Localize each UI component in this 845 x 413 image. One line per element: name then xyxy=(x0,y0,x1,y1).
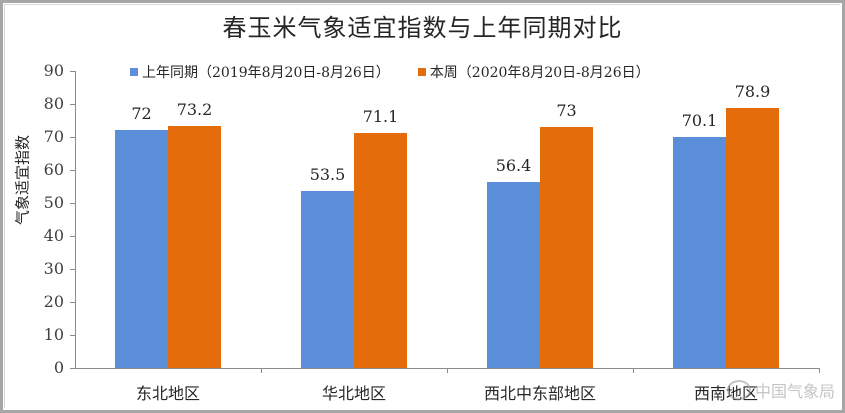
legend-swatch-this-week xyxy=(417,68,426,76)
y-tick-label: 40 xyxy=(43,226,64,245)
watermark-text: 中国气象局 xyxy=(754,382,835,401)
bar-this-week xyxy=(168,126,221,368)
y-tick-label: 60 xyxy=(43,160,64,179)
legend-label-this-week: 本周（2020年8月20日-8月26日） xyxy=(429,65,650,81)
x-tick xyxy=(447,368,448,373)
y-tick-label: 50 xyxy=(43,193,64,212)
x-tick xyxy=(819,368,820,373)
bar-this-week xyxy=(540,127,593,368)
chart-title: 春玉米气象适宜指数与上年同期对比 xyxy=(222,14,623,42)
y-tick xyxy=(70,203,75,204)
bar-this-week xyxy=(354,133,407,368)
y-tick xyxy=(70,170,75,171)
y-tick-label: 10 xyxy=(43,325,64,344)
y-tick xyxy=(70,137,75,138)
y-tick-label: 20 xyxy=(43,292,64,311)
x-tick xyxy=(261,368,262,373)
legend: 上年同期（2019年8月20日-8月26日） 本周（2020年8月20日-8月2… xyxy=(130,62,678,82)
bar-data-label: 70.1 xyxy=(681,110,718,130)
category-label: 西北中东部地区 xyxy=(483,384,596,403)
legend-item-last-year: 上年同期（2019年8月20日-8月26日） xyxy=(130,62,390,82)
category-label: 东北地区 xyxy=(135,384,200,403)
bar-last-year xyxy=(115,130,168,368)
bar-data-label: 71.1 xyxy=(362,107,399,127)
y-tick-label: 90 xyxy=(43,61,64,80)
bar-last-year xyxy=(673,136,726,368)
y-axis xyxy=(75,71,76,368)
y-tick-label: 0 xyxy=(53,358,64,377)
watermark: 中国气象局 xyxy=(726,378,835,402)
bar-last-year xyxy=(487,181,540,368)
bar-data-label: 78.9 xyxy=(734,81,771,101)
weibo-icon xyxy=(726,380,751,400)
bar-last-year xyxy=(301,191,354,368)
chart-inner-frame xyxy=(4,4,840,408)
y-tick-label: 70 xyxy=(43,127,64,146)
bar-data-label: 56.4 xyxy=(495,155,532,175)
bar-data-label: 73 xyxy=(556,101,577,121)
y-tick xyxy=(70,368,75,369)
legend-label-last-year: 上年同期（2019年8月20日-8月26日） xyxy=(142,65,390,81)
bar-data-label: 72 xyxy=(131,104,152,124)
bar-data-label: 53.5 xyxy=(309,165,346,185)
legend-item-this-week: 本周（2020年8月20日-8月26日） xyxy=(417,62,650,82)
y-tick xyxy=(70,236,75,237)
bar-data-label: 73.2 xyxy=(176,100,213,120)
y-tick xyxy=(70,302,75,303)
y-tick xyxy=(70,335,75,336)
y-tick xyxy=(70,104,75,105)
y-tick xyxy=(70,269,75,270)
y-tick-label: 80 xyxy=(43,94,64,113)
legend-swatch-last-year xyxy=(130,68,138,76)
y-tick-label: 30 xyxy=(43,259,64,278)
y-tick xyxy=(70,71,75,72)
x-tick xyxy=(633,368,634,373)
bar-this-week xyxy=(726,107,779,368)
category-label: 华北地区 xyxy=(321,384,386,403)
